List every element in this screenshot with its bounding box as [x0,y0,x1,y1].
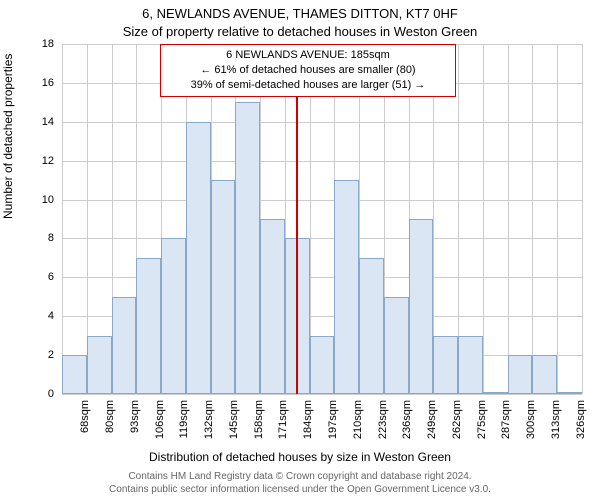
attribution-text: Contains HM Land Registry data © Crown c… [0,470,600,496]
x-tick-label: 158sqm [253,400,265,450]
histogram-bar [483,392,508,394]
x-tick-label: 275sqm [476,400,488,450]
histogram-bar [508,355,533,394]
x-tick-label: 287sqm [500,400,512,450]
x-tick-label: 106sqm [154,400,166,450]
y-axis-labels: 024681012141618 [0,44,58,394]
y-tick-label: 10 [14,194,54,206]
x-tick-label: 132sqm [203,400,215,450]
x-tick-label: 93sqm [129,400,141,450]
y-tick-label: 6 [14,271,54,283]
x-tick-label: 326sqm [575,400,587,450]
histogram-bar [112,297,137,394]
histogram-bar [136,258,161,394]
grid-line-v [582,44,583,394]
histogram-chart: 6, NEWLANDS AVENUE, THAMES DITTON, KT7 0… [0,0,600,500]
y-tick-label: 12 [14,155,54,167]
histogram-bar [260,219,285,394]
histogram-bar [384,297,409,394]
y-tick-label: 14 [14,116,54,128]
x-tick-label: 80sqm [104,400,116,450]
histogram-bar [161,238,186,394]
histogram-bar [310,336,335,394]
y-tick-label: 16 [14,77,54,89]
x-tick-label: 119sqm [178,400,190,450]
histogram-bar [458,336,483,394]
x-tick-label: 197sqm [327,400,339,450]
y-tick-label: 8 [14,232,54,244]
x-tick-label: 236sqm [401,400,413,450]
histogram-bar [359,258,384,394]
x-tick-label: 249sqm [426,400,438,450]
x-tick-label: 223sqm [377,400,389,450]
chart-title-address: 6, NEWLANDS AVENUE, THAMES DITTON, KT7 0… [0,6,600,21]
x-tick-label: 300sqm [525,400,537,450]
x-tick-label: 210sqm [352,400,364,450]
histogram-bar [532,355,557,394]
grid-line-h [62,394,582,395]
x-tick-label: 184sqm [302,400,314,450]
x-tick-label: 313sqm [550,400,562,450]
attribution-line-1: Contains HM Land Registry data © Crown c… [0,470,600,483]
histogram-bar [433,336,458,394]
x-axis-labels: 68sqm 80sqm 93sqm 106sqm 119sqm 132sqm 145sqm 1… [62,396,582,456]
y-tick-label: 2 [14,349,54,361]
annotation-line-1: 6 NEWLANDS AVENUE: 185sqm [165,48,451,63]
histogram-bar [186,122,211,394]
histogram-bar [334,180,359,394]
y-tick-label: 0 [14,388,54,400]
histogram-bar [87,336,112,394]
attribution-line-2: Contains public sector information licen… [0,483,600,496]
y-tick-label: 4 [14,310,54,322]
x-tick-label: 171sqm [277,400,289,450]
histogram-bar [235,102,260,394]
annotation-line-3: 39% of semi-detached houses are larger (… [165,78,451,93]
x-axis-title: Distribution of detached houses by size … [0,450,600,464]
x-tick-label: 68sqm [79,400,91,450]
histogram-bar [211,180,236,394]
annotation-line-2: ← 61% of detached houses are smaller (80… [165,63,451,78]
histogram-bar [557,392,582,394]
histogram-bar [62,355,87,394]
histogram-bar [409,219,434,394]
chart-title-subtitle: Size of property relative to detached ho… [0,24,600,39]
x-tick-label: 262sqm [451,400,463,450]
y-tick-label: 18 [14,38,54,50]
x-tick-label: 145sqm [228,400,240,450]
annotation-box: 6 NEWLANDS AVENUE: 185sqm ← 61% of detac… [160,44,456,97]
